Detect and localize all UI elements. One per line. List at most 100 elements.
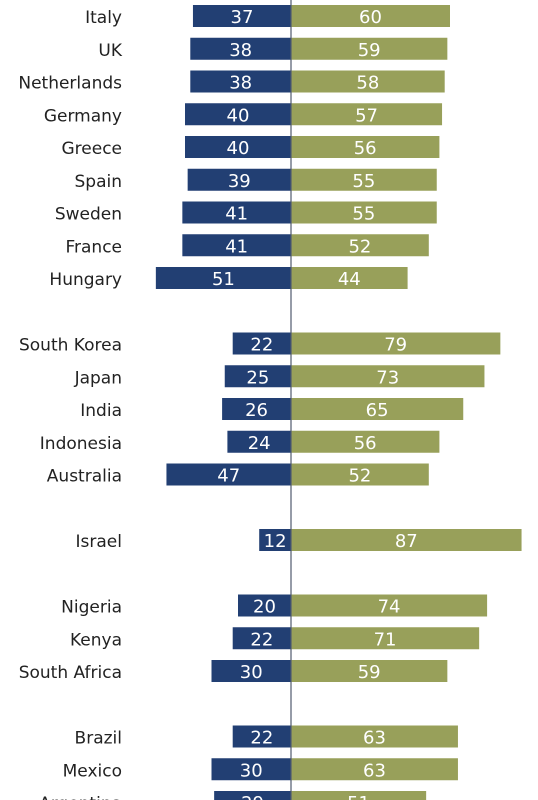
bar-left xyxy=(190,70,291,93)
bar-left-value: 40 xyxy=(227,105,250,126)
bar-left xyxy=(185,103,291,126)
category-label: India xyxy=(80,401,122,421)
bar-right-value: 51 xyxy=(347,793,370,800)
bar-right xyxy=(291,627,480,650)
bar-left-value: 38 xyxy=(229,73,252,94)
bar-left xyxy=(182,234,291,257)
bar-left xyxy=(166,463,291,486)
bar-right xyxy=(291,267,408,289)
bar-right-value: 60 xyxy=(359,7,382,28)
bar-right-value: 79 xyxy=(384,335,407,356)
bar-left xyxy=(211,660,291,682)
bar-left xyxy=(190,37,291,60)
category-label: UK xyxy=(98,41,122,61)
bar-left-value: 41 xyxy=(225,204,248,225)
bar-right xyxy=(291,136,440,158)
category-label: Nigeria xyxy=(61,598,122,618)
bar-right xyxy=(291,365,485,388)
bar-left-value: 22 xyxy=(250,335,273,356)
bar-left-value: 29 xyxy=(241,793,264,800)
bar-left xyxy=(155,267,291,289)
bar-right xyxy=(291,201,437,224)
bar-left xyxy=(224,365,291,388)
bar-right-value: 59 xyxy=(358,662,381,683)
category-label: South Africa xyxy=(19,663,122,683)
bar-left xyxy=(232,627,291,650)
category-label: Spain xyxy=(75,172,123,192)
bar-left xyxy=(238,594,291,617)
bar-right xyxy=(291,529,522,551)
bar-left xyxy=(187,168,291,191)
bar-right-value: 57 xyxy=(355,105,378,126)
category-label: Brazil xyxy=(75,729,122,749)
bar-right-value: 56 xyxy=(354,433,377,454)
bar-right xyxy=(291,70,445,93)
bar-left xyxy=(222,398,291,420)
bar-right-value: 63 xyxy=(363,728,386,749)
bar-right xyxy=(291,398,464,420)
bar-right-value: 44 xyxy=(338,269,361,290)
bar-right xyxy=(291,37,448,60)
category-label: Hungary xyxy=(49,270,122,290)
bar-left xyxy=(185,136,291,158)
bar-right-value: 71 xyxy=(374,629,397,650)
bar-left xyxy=(182,201,291,224)
bar-left-value: 51 xyxy=(212,269,235,290)
category-label: South Korea xyxy=(19,336,122,356)
category-label: Sweden xyxy=(55,205,122,225)
bar-right-value: 55 xyxy=(352,171,375,192)
bar-left-value: 25 xyxy=(246,367,269,388)
bar-left xyxy=(259,529,291,551)
bar-right-value: 65 xyxy=(366,400,389,421)
bar-right xyxy=(291,168,437,191)
bar-right xyxy=(291,791,427,800)
bar-left-value: 30 xyxy=(240,760,263,781)
bar-right xyxy=(291,332,501,355)
bar-left xyxy=(227,430,291,453)
bar-right xyxy=(291,594,488,617)
bar-left-value: 30 xyxy=(240,662,263,683)
bar-right xyxy=(291,430,440,453)
bar-right-value: 56 xyxy=(354,138,377,159)
bar-left xyxy=(232,725,291,748)
bar-left-value: 22 xyxy=(250,629,273,650)
bar-right-value: 55 xyxy=(352,204,375,225)
category-label: Greece xyxy=(61,139,122,159)
category-label: Mexico xyxy=(63,761,122,781)
category-label: Israel xyxy=(76,532,122,552)
bar-right-value: 73 xyxy=(376,367,399,388)
bar-right xyxy=(291,758,458,781)
bar-left-value: 24 xyxy=(248,433,271,454)
bar-left-value: 37 xyxy=(231,7,254,28)
bar-right-value: 52 xyxy=(348,466,371,487)
bar-left xyxy=(192,5,291,27)
category-label: Indonesia xyxy=(40,434,122,454)
bar-right xyxy=(291,725,458,748)
bar-left-value: 39 xyxy=(228,171,251,192)
category-label: Germany xyxy=(44,106,122,126)
bar-right-value: 74 xyxy=(378,597,401,618)
bar-left-value: 12 xyxy=(264,531,287,552)
bar-right xyxy=(291,234,429,257)
category-label: Kenya xyxy=(70,630,122,650)
category-label: Argentina xyxy=(39,794,122,800)
bar-left-value: 47 xyxy=(217,466,240,487)
bar-right xyxy=(291,5,450,27)
bar-left xyxy=(214,791,291,800)
bar-right xyxy=(291,463,429,486)
bar-left-value: 20 xyxy=(253,597,276,618)
bar-left xyxy=(211,758,291,781)
category-label: Japan xyxy=(74,368,122,388)
bar-right xyxy=(291,103,443,126)
bar-right-value: 52 xyxy=(348,236,371,257)
category-label: France xyxy=(65,237,122,257)
bar-left-value: 38 xyxy=(229,40,252,61)
bar-right-value: 87 xyxy=(395,531,418,552)
bar-right-value: 59 xyxy=(358,40,381,61)
bar-left-value: 40 xyxy=(227,138,250,159)
bar-left xyxy=(232,332,291,355)
bar-left-value: 26 xyxy=(245,400,268,421)
category-label: Italy xyxy=(85,8,122,28)
bar-left-value: 22 xyxy=(250,728,273,749)
